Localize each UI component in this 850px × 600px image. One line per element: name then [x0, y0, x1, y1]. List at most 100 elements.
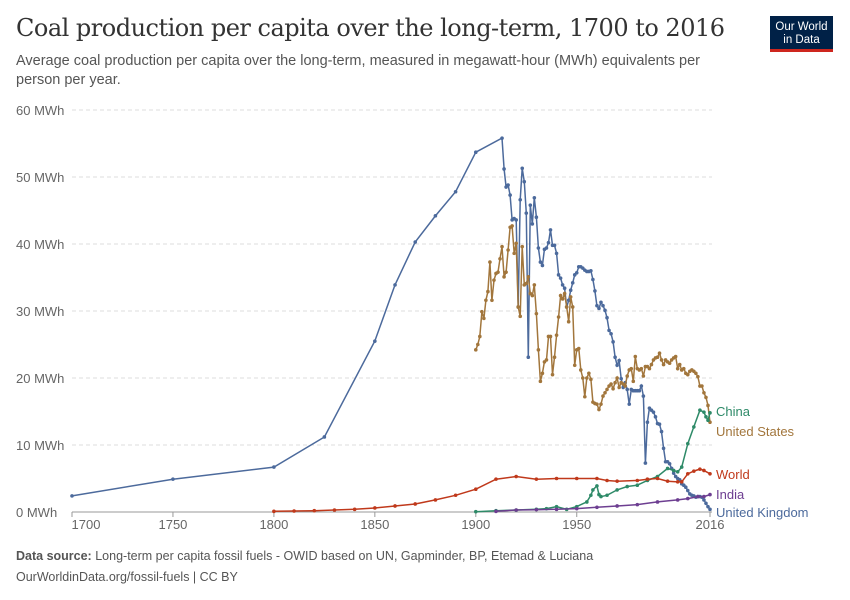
data-point-united-states: [639, 366, 644, 371]
data-point-united-states: [566, 319, 571, 324]
data-point-world: [574, 476, 579, 481]
data-point-world: [554, 476, 559, 481]
data-point-united-kingdom: [506, 183, 510, 187]
data-point-united-states: [473, 348, 478, 352]
data-point-united-states: [661, 362, 666, 367]
data-point-india: [635, 502, 640, 507]
data-point-united-states: [538, 379, 543, 384]
y-tick-label: 40 MWh: [16, 237, 64, 252]
data-point-united-states: [532, 283, 537, 287]
data-point-united-states: [681, 366, 686, 371]
data-point-united-states: [617, 385, 621, 390]
data-point-china: [635, 483, 640, 488]
data-point-united-states: [649, 362, 654, 367]
data-point-united-states: [623, 384, 628, 388]
data-point-united-states: [597, 407, 601, 412]
data-point-india: [675, 498, 680, 502]
logo-line1: Our World: [775, 21, 828, 33]
y-tick-label: 0 MWh: [16, 505, 57, 520]
data-point-united-states: [706, 403, 710, 408]
data-point-china: [685, 441, 690, 446]
data-point-world: [698, 467, 702, 471]
series-line-world: [273, 468, 711, 513]
data-point-world: [373, 506, 377, 510]
data-point-united-states: [524, 281, 529, 286]
x-tick-label: 1750: [158, 517, 187, 532]
data-point-united-kingdom: [530, 222, 535, 226]
data-point-world: [679, 480, 684, 484]
data-point-china: [473, 509, 478, 514]
data-point-world: [665, 479, 670, 483]
data-point-united-states: [502, 275, 506, 279]
owid-logo[interactable]: Our World in Data: [770, 16, 833, 52]
data-point-china: [698, 408, 702, 412]
data-point-united-kingdom: [522, 179, 527, 184]
data-point-china: [625, 484, 630, 489]
data-point-india: [554, 507, 559, 512]
data-point-world: [352, 507, 357, 512]
data-point-united-kingdom: [625, 387, 630, 392]
data-point-united-kingdom: [685, 488, 690, 493]
data-point-united-kingdom: [619, 376, 623, 381]
data-point-united-kingdom: [615, 363, 619, 368]
data-point-united-kingdom: [552, 243, 557, 248]
data-point-united-states: [560, 297, 565, 301]
data-point-united-kingdom: [661, 446, 666, 451]
data-point-united-states: [581, 376, 585, 380]
series-label-united-states: United States: [716, 424, 795, 439]
data-point-india: [708, 492, 712, 497]
y-tick-label: 60 MWh: [16, 103, 64, 118]
data-point-united-kingdom: [508, 193, 512, 197]
data-point-china: [554, 504, 559, 509]
data-point-united-states: [629, 366, 634, 371]
data-point-world: [645, 477, 650, 481]
data-point-united-kingdom: [560, 283, 565, 287]
data-point-united-kingdom: [609, 331, 613, 336]
series-label-china: China: [716, 404, 751, 419]
data-point-united-states: [675, 366, 680, 371]
data-point-united-states: [605, 387, 609, 392]
data-point-world: [534, 477, 539, 481]
x-tick-label: 1950: [562, 517, 591, 532]
data-point-china: [589, 493, 593, 498]
data-point-india: [595, 505, 599, 510]
data-point-china: [708, 411, 712, 415]
data-point-united-states: [556, 315, 561, 319]
data-point-united-kingdom: [536, 246, 541, 250]
data-point-united-states: [486, 289, 490, 294]
data-point-united-states: [631, 379, 636, 384]
data-point-united-states: [659, 358, 664, 362]
data-point-china: [702, 410, 706, 414]
source-text[interactable]: Long-term per capita fossil fuels - OWID…: [95, 549, 594, 563]
data-point-united-states: [550, 372, 555, 377]
data-point-world: [272, 509, 276, 514]
data-point-united-kingdom: [570, 281, 575, 285]
data-point-world: [615, 479, 619, 483]
data-point-united-states: [496, 270, 500, 274]
data-point-world: [685, 472, 690, 476]
data-point-united-kingdom: [603, 308, 607, 313]
data-point-united-states: [685, 372, 690, 377]
license[interactable]: OurWorldinData.org/fossil-fuels | CC BY: [16, 570, 238, 584]
data-point-united-kingdom: [574, 271, 579, 275]
data-point-united-kingdom: [627, 402, 632, 406]
data-point-china: [615, 488, 619, 492]
data-point-united-kingdom: [593, 289, 597, 293]
data-point-united-states: [534, 311, 539, 316]
data-point-united-states: [562, 291, 567, 296]
data-point-india: [685, 496, 690, 501]
series-label-united-kingdom: United Kingdom: [716, 505, 809, 520]
data-point-united-kingdom: [657, 422, 662, 427]
data-point-united-states: [564, 305, 569, 309]
data-point-united-kingdom: [659, 429, 664, 434]
data-point-united-kingdom: [607, 328, 611, 333]
data-point-united-states: [589, 377, 593, 382]
data-point-china: [665, 466, 670, 471]
series-label-india: India: [716, 487, 745, 502]
data-point-united-states: [512, 251, 516, 256]
data-point-united-kingdom: [540, 263, 545, 268]
data-point-united-states: [694, 371, 698, 376]
data-point-united-kingdom: [558, 276, 563, 280]
data-point-world: [595, 476, 599, 481]
